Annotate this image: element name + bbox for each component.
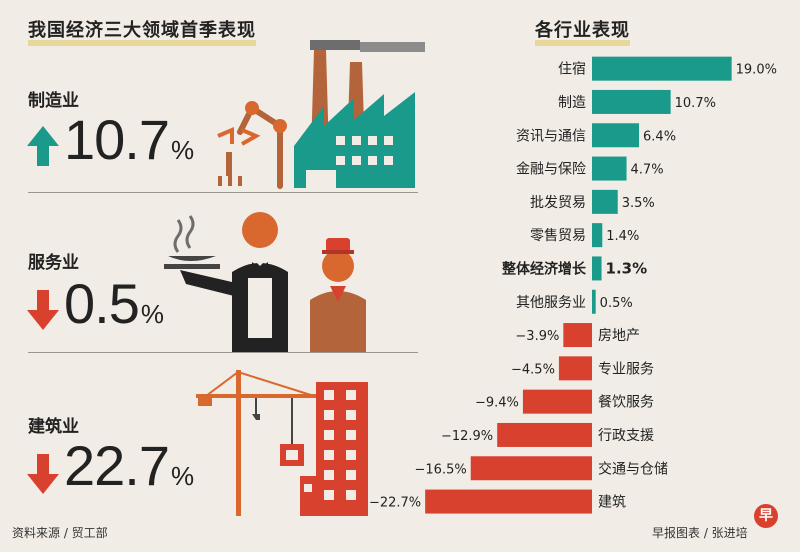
category-label: 专业服务 — [598, 361, 654, 377]
data-label: −4.5% — [511, 362, 555, 377]
data-label: −22.7% — [369, 496, 421, 511]
category-label: 交通与仓储 — [598, 460, 668, 477]
bar — [592, 89, 671, 114]
data-label: 1.3% — [606, 259, 648, 277]
sector-label-manufacturing: 制造业 — [28, 91, 79, 111]
data-label: 0.5% — [600, 296, 633, 311]
category-label: 整体经济增长 — [501, 260, 587, 277]
bar — [592, 289, 596, 314]
bar — [592, 123, 640, 148]
sector-value-construction: 22.7% — [64, 434, 194, 497]
bar — [497, 422, 592, 447]
category-label: 批发贸易 — [530, 195, 586, 211]
sector-value-services: 0.5% — [64, 272, 164, 335]
category-label: 房地产 — [598, 328, 640, 344]
up-arrow-icon — [27, 126, 59, 166]
sector-label-construction: 建筑业 — [28, 417, 79, 437]
sector-label-services: 服务业 — [28, 253, 79, 273]
category-label: 其他服务业 — [516, 295, 586, 311]
data-label: −3.9% — [515, 329, 559, 344]
zaobao-logo: 早 — [754, 504, 778, 528]
bar — [592, 56, 732, 81]
data-label: −12.9% — [441, 429, 493, 444]
category-label: 行政支援 — [598, 428, 654, 444]
bar — [522, 389, 592, 414]
data-label: 6.4% — [643, 129, 676, 144]
category-label: 资讯与通信 — [516, 128, 586, 144]
footer-credit: 早报图表 / 张进培 — [652, 526, 748, 540]
data-label: −9.4% — [475, 396, 519, 411]
data-label: 1.4% — [606, 229, 639, 244]
category-label: 零售贸易 — [530, 228, 586, 244]
data-label: 10.7% — [675, 96, 716, 111]
category-label: 餐饮服务 — [598, 395, 654, 411]
waiter-illustration — [164, 212, 366, 352]
construction-illustration — [196, 370, 368, 516]
data-label: 19.0% — [736, 63, 777, 78]
data-label: 4.7% — [631, 163, 664, 178]
bar — [425, 489, 592, 514]
category-label: 金融与保险 — [516, 162, 586, 178]
category-label: 制造 — [558, 95, 586, 111]
bar — [592, 189, 618, 214]
bar — [592, 223, 603, 248]
bar — [592, 156, 627, 181]
sector-value-manufacturing: 10.7% — [64, 108, 194, 171]
data-label: 3.5% — [622, 196, 655, 211]
bar — [563, 323, 592, 348]
data-label: −16.5% — [415, 462, 467, 477]
category-label: 建筑 — [598, 495, 626, 511]
footer-source: 资料来源 / 贸工部 — [12, 526, 108, 540]
factory-illustration — [217, 40, 425, 189]
bar — [470, 456, 592, 481]
category-label: 住宿 — [558, 61, 586, 78]
down-arrow-icon — [27, 454, 59, 494]
bar — [558, 356, 592, 381]
down-arrow-icon — [27, 290, 59, 330]
bar — [592, 256, 602, 281]
